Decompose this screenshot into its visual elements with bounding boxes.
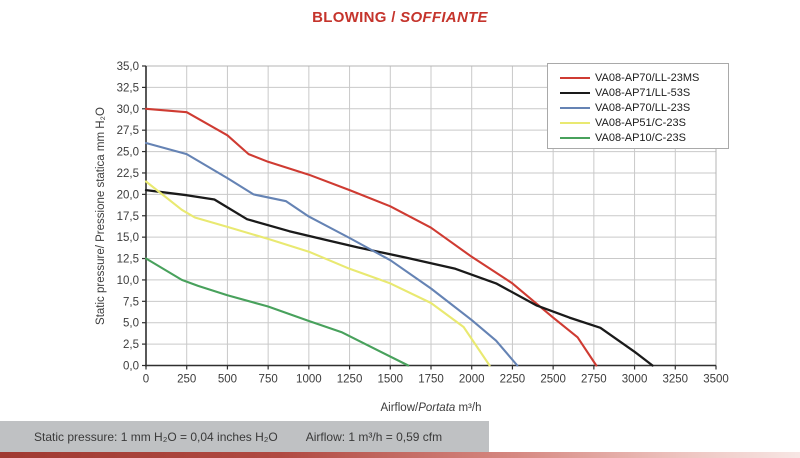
legend-line-swatch	[560, 91, 590, 94]
legend-label: VA08-AP70/LL-23S	[595, 101, 691, 114]
y-tick-label: 5,0	[123, 318, 139, 330]
series-line-2	[144, 188, 654, 367]
y-tick-label: 22,5	[117, 168, 139, 180]
x-tick-label: 2250	[500, 374, 526, 386]
pressure-conversion-note: Static pressure: 1 mm H₂O = 0,04 inches …	[34, 429, 278, 444]
y-tick-label: 35,0	[117, 61, 139, 73]
y-tick-label: 12,5	[117, 254, 139, 266]
legend-label: VA08-AP10/C-23S	[595, 131, 686, 144]
x-tick-label: 2500	[540, 374, 566, 386]
series-line-3	[144, 141, 519, 367]
legend-item: VA08-AP10/C-23S	[560, 130, 728, 145]
title-soffiante: SOFFIANTE	[400, 9, 488, 26]
legend-label: VA08-AP71/LL-53S	[595, 86, 691, 99]
x-tick-label: 1500	[377, 374, 403, 386]
x-tick-label: 3000	[622, 374, 648, 386]
x-tick-label: 500	[218, 374, 237, 386]
y-axis-label: Static pressure/ Pressione statica mm H₂…	[95, 107, 107, 325]
legend-item: VA08-AP71/LL-53S	[560, 85, 728, 100]
legend-item: VA08-AP70/LL-23S	[560, 100, 728, 115]
legend-item: VA08-AP51/C-23S	[560, 115, 728, 130]
footer-note-bar: Static pressure: 1 mm H₂O = 0,04 inches …	[0, 421, 489, 452]
legend-line-swatch	[560, 136, 590, 139]
series-line-1	[144, 107, 598, 367]
x-tick-label: 250	[177, 374, 196, 386]
x-axis-label: Airflow/Portata m³/h	[146, 402, 716, 414]
y-tick-label: 17,5	[117, 211, 139, 223]
y-tick-label: 20,0	[117, 189, 139, 201]
legend-label: VA08-AP70/LL-23MS	[595, 71, 700, 84]
y-tick-label: 27,5	[117, 125, 139, 137]
legend-line-swatch	[560, 106, 590, 109]
y-tick-label: 30,0	[117, 104, 139, 116]
y-tick-label: 25,0	[117, 147, 139, 159]
legend-line-swatch	[560, 121, 590, 124]
legend-item: VA08-AP70/LL-23MS	[560, 70, 728, 85]
y-tick-label: 0,0	[123, 361, 139, 373]
x-axis-label-unit: m³/h	[455, 402, 482, 414]
bottom-gradient-strip	[0, 452, 800, 458]
chart-legend: VA08-AP70/LL-23MS VA08-AP71/LL-53S VA08-AP…	[547, 63, 729, 149]
page-title: BLOWING / SOFFIANTE	[0, 9, 800, 26]
y-tick-label: 7,5	[123, 296, 139, 308]
x-tick-label: 1250	[337, 374, 363, 386]
airflow-conversion-note: Airflow: 1 m³/h = 0,59 cfm	[305, 429, 443, 444]
y-tick-label: 10,0	[117, 275, 139, 287]
x-tick-label: 1750	[418, 374, 444, 386]
x-axis-label-it: Portata	[418, 402, 456, 414]
title-blowing: BLOWING /	[312, 9, 401, 26]
x-tick-label: 0	[143, 374, 149, 386]
series-line-4	[144, 180, 491, 367]
series-line-5	[144, 257, 410, 367]
x-tick-label: 3500	[703, 374, 729, 386]
y-tick-label: 15,0	[117, 232, 139, 244]
x-tick-label: 3250	[662, 374, 688, 386]
x-tick-label: 1000	[296, 374, 322, 386]
x-axis-label-en: Airflow/	[380, 402, 419, 414]
x-tick-label: 2000	[459, 374, 485, 386]
y-tick-label: 2,5	[123, 339, 139, 351]
x-tick-label: 750	[259, 374, 278, 386]
x-tick-label: 2750	[581, 374, 607, 386]
legend-line-swatch	[560, 76, 590, 79]
y-tick-label: 32,5	[117, 82, 139, 94]
legend-label: VA08-AP51/C-23S	[595, 116, 686, 129]
